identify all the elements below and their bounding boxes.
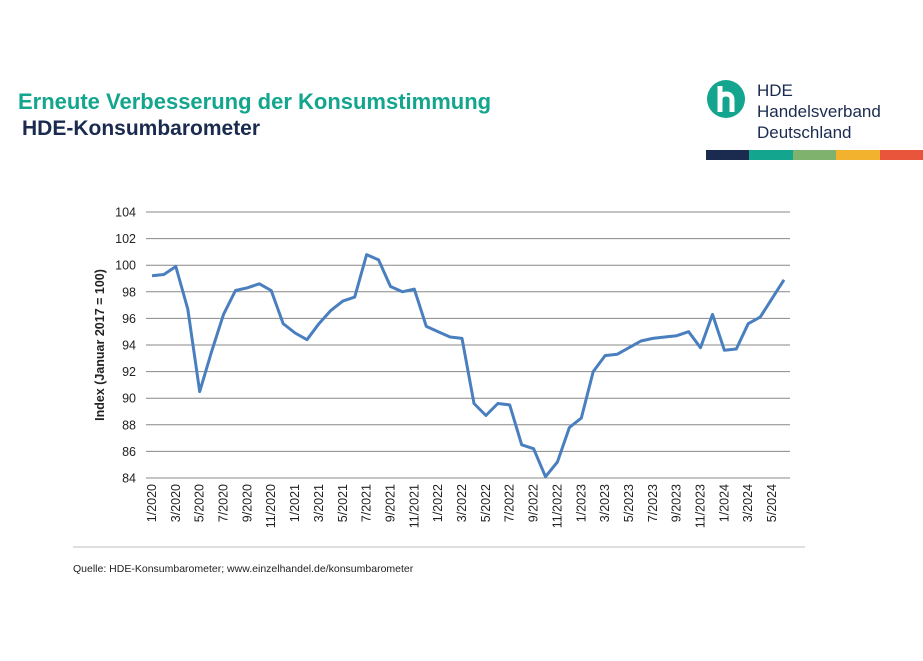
x-tick-label: 1/2020 xyxy=(145,484,159,522)
y-axis-label: Index (Januar 2017 = 100) xyxy=(93,269,107,421)
y-tick-label: 102 xyxy=(115,232,136,246)
x-tick-label: 3/2021 xyxy=(312,484,326,522)
x-tick-label: 5/2021 xyxy=(336,484,350,522)
y-tick-label: 84 xyxy=(122,472,136,486)
logo-bar-segment xyxy=(792,150,837,160)
x-tick-label: 5/2022 xyxy=(479,484,493,522)
y-tick-label: 96 xyxy=(122,312,136,326)
x-tick-label: 7/2022 xyxy=(503,484,517,522)
x-tick-label: 3/2023 xyxy=(598,484,612,522)
series-layer xyxy=(151,253,786,479)
logo-line-2: Handelsverband xyxy=(757,102,881,121)
page-title: Erneute Verbesserung der Konsumstimmung xyxy=(18,89,492,114)
x-tick-label: 9/2021 xyxy=(383,484,397,522)
y-tick-label: 98 xyxy=(122,285,136,299)
x-tick-label: 5/2023 xyxy=(622,484,636,522)
x-tick-label: 3/2022 xyxy=(455,484,469,522)
x-tick-label: 11/2021 xyxy=(407,484,421,528)
x-tick-label: 11/2023 xyxy=(694,484,708,528)
y-tick-label: 92 xyxy=(122,365,136,379)
x-axis-ticks: 1/2020 3/2020 5/2020 7/2020 9/2020 11/2020 1/2… xyxy=(145,484,779,528)
y-tick-label: 88 xyxy=(122,418,136,432)
x-tick-label: 9/2022 xyxy=(527,484,541,522)
x-tick-label: 7/2023 xyxy=(646,484,660,522)
hde-logo: HDE Handelsverband Deutschland xyxy=(706,78,923,162)
y-axis-ticks: 84 86 88 90 92 94 96 98 100 102 104 xyxy=(115,206,136,486)
y-tick-label: 100 xyxy=(115,259,136,273)
x-tick-label: 9/2020 xyxy=(240,484,254,522)
x-tick-label: 11/2020 xyxy=(264,484,278,528)
series-line xyxy=(151,253,786,479)
x-tick-label: 1/2021 xyxy=(288,484,302,522)
logo-text: HDE Handelsverband Deutschland xyxy=(757,80,881,143)
logo-bar-segment xyxy=(749,150,793,160)
logo-line-3: Deutschland xyxy=(757,123,852,142)
logo-bar-segment xyxy=(879,150,923,160)
x-tick-label: 1/2024 xyxy=(717,484,731,522)
logo-line-1: HDE xyxy=(757,81,793,100)
x-tick-label: 5/2024 xyxy=(765,484,779,522)
logo-bar-segment xyxy=(836,150,880,160)
hde-h-logo-icon xyxy=(707,80,745,118)
logo-color-bar xyxy=(706,150,923,160)
x-tick-label: 9/2023 xyxy=(670,484,684,522)
x-tick-label: 5/2020 xyxy=(193,484,207,522)
x-tick-label: 7/2021 xyxy=(360,484,374,522)
x-tick-label: 1/2023 xyxy=(574,484,588,522)
page-subtitle: HDE-Konsumbarometer xyxy=(22,117,261,140)
source-note: Quelle: HDE-Konsumbarometer; www.einzelh… xyxy=(73,563,414,575)
x-tick-label: 1/2022 xyxy=(431,484,445,522)
logo-bar-segment xyxy=(706,150,750,160)
x-tick-label: 7/2020 xyxy=(217,484,231,522)
x-tick-label: 3/2024 xyxy=(741,484,755,522)
y-tick-label: 104 xyxy=(115,206,136,220)
x-tick-label: 3/2020 xyxy=(169,484,183,522)
x-tick-label: 11/2022 xyxy=(550,484,564,528)
chart-grid xyxy=(146,211,790,479)
y-tick-label: 94 xyxy=(122,339,136,353)
y-tick-label: 90 xyxy=(122,392,136,406)
y-tick-label: 86 xyxy=(122,445,136,459)
